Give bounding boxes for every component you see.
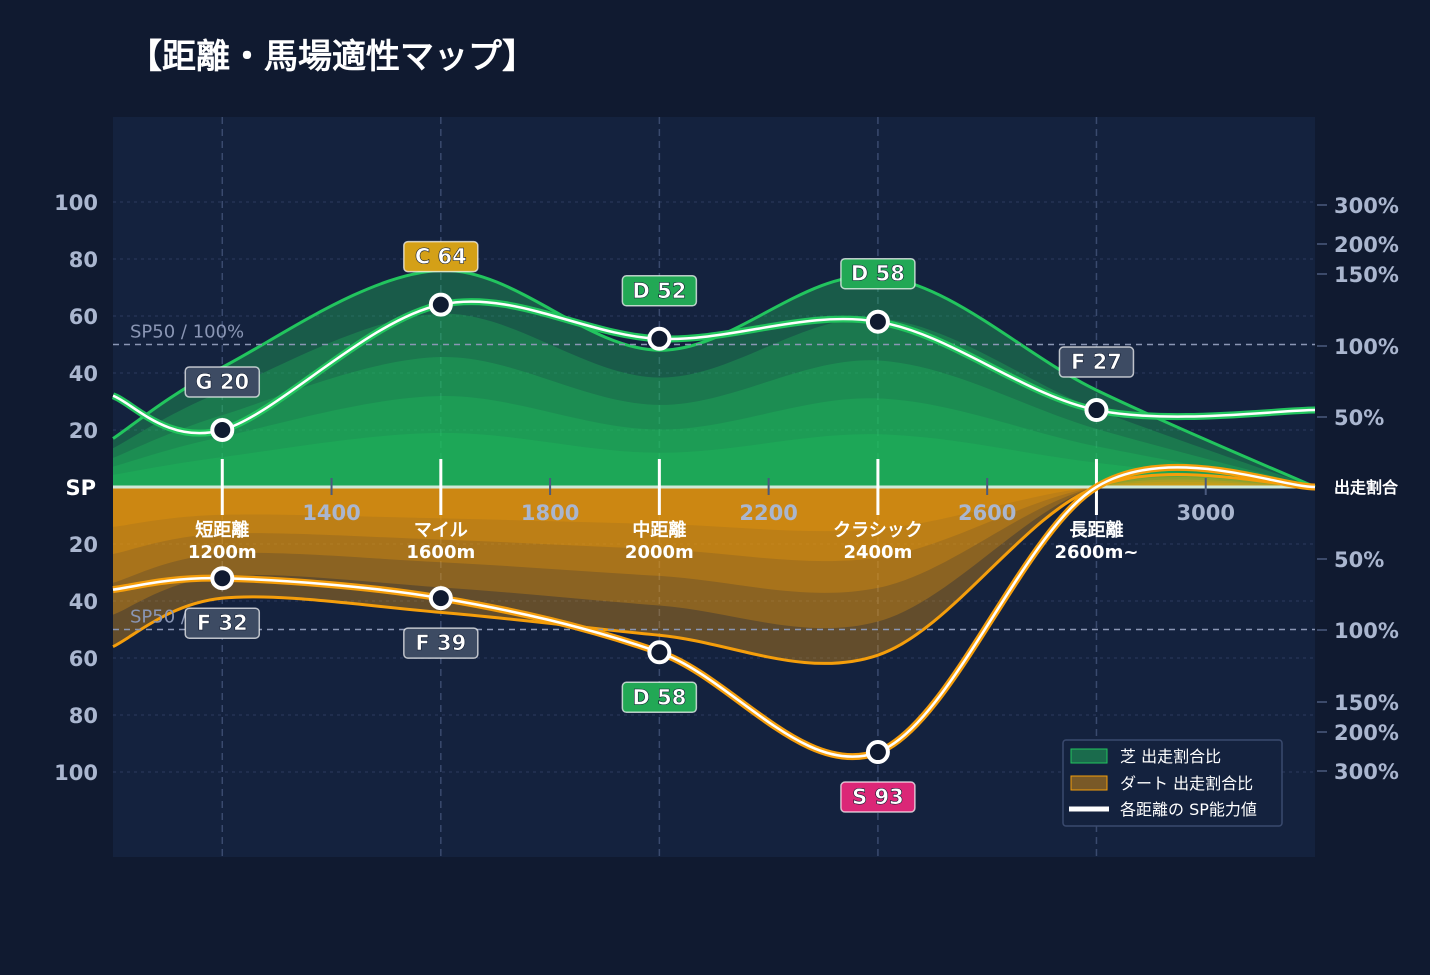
dirt-sp-line [112,466,1316,758]
legend-label: 各距離の SP能力値 [1120,800,1257,819]
left-axis-tick: 100 [54,191,98,215]
dirt-area-layer [113,483,1315,532]
grade-badge-label: G 20 [195,370,249,394]
legend-label: ダート 出走割合比 [1120,774,1253,793]
right-axis-tick: 100% [1334,619,1399,643]
right-axis-tick: 300% [1334,760,1399,784]
grade-badge [1058,346,1135,378]
turf-area-layer [113,432,1315,487]
dirt-area-layer [113,474,1315,664]
left-axis-tick: 80 [69,248,98,272]
grade-badge [184,366,261,398]
left-axis-tick: 20 [69,419,98,443]
left-axis-tick: 20 [69,533,98,557]
category-distance: 2000m [625,542,694,563]
x-tick-label: 1400 [302,501,360,525]
grade-badge-label: S 93 [852,785,904,809]
category-distance: 2600m~ [1054,542,1138,563]
right-axis-center-label: 出走割合 [1334,478,1399,497]
x-tick-label: 2200 [739,501,797,525]
turf-area-group [112,268,1316,489]
turf-sp-point [1084,398,1109,423]
left-axis-tick: 60 [69,647,98,671]
grade-badges: G 20 C 64 D 52 D 58 F 27 F 32 F 39 D 58 S 93 [184,240,1135,813]
category-distance: 2400m [843,542,912,563]
turf-area-layer [113,270,1315,487]
dirt-sp-point [428,586,453,611]
chart-title: 【距離・馬場適性マップ】 [128,37,536,77]
right-axis-tick: 150% [1334,691,1399,715]
dirt-area-layer [113,479,1315,593]
turf-sp-point [865,309,890,334]
left-axis-tick: 40 [69,590,98,614]
category-label: クラシック [833,520,923,541]
category-label: 中距離 [632,519,686,541]
right-axis-tick: 50% [1334,406,1384,430]
legend-swatch-turf [1070,748,1108,764]
x-tick-label: 2600 [958,501,1016,525]
dirt-sp-point [647,640,672,665]
left-axis-tick: 60 [69,305,98,329]
category-label: 短距離 [195,519,249,541]
category-distance: 1200m [188,542,257,563]
turf-area-layer [113,395,1315,487]
turf-sp-point [428,292,453,317]
grade-badge-label: D 52 [632,279,686,303]
grade-badge [840,781,916,813]
right-axis-tick: 50% [1334,548,1384,572]
right-axis-tick: 200% [1334,721,1399,745]
turf-area-layer [113,313,1315,487]
category-label: 長距離 [1069,519,1123,541]
x-tick-label: 1800 [521,501,579,525]
left-axis-tick: 100 [54,761,98,785]
right-axis-tick: 100% [1334,335,1399,359]
left-axis-tick: 80 [69,704,98,728]
grade-badge [621,681,698,714]
dirt-area-layer [113,477,1315,629]
grade-badge [621,275,698,307]
center-axis: 1400 1800 2200 2600 3000短距離1200mマイル1600m中距離2… [113,459,1315,563]
grade-badge [403,627,479,659]
turf-area-layer [113,356,1315,487]
turf-sp-point [210,418,235,442]
dirt-sp-point [865,740,890,765]
right-axis-tick: 150% [1334,263,1399,287]
grade-badge-label: F 27 [1071,350,1122,374]
grade-badge-label: C 64 [415,245,467,269]
dirt-sp-point [210,566,235,591]
left-axis-tick: 40 [69,362,98,386]
left-axis-center-label: SP [65,476,96,500]
x-tick-label: 3000 [1177,501,1235,525]
grade-badge-label: D 58 [632,685,686,709]
grade-badge [184,607,261,639]
legend-label: 芝 出走割合比 [1120,747,1221,766]
grade-badge [840,257,916,290]
category-label: マイル [414,520,468,541]
dirt-area-layer [113,481,1315,562]
right-axis-tick: 300% [1334,194,1399,218]
reference-label: SP50 / 100% [130,322,244,343]
grade-badge-label: F 32 [197,611,248,635]
turf-ratio-line [112,268,1316,489]
grade-badge [403,240,479,273]
category-distance: 1600m [406,542,475,563]
grade-badge-label: D 58 [851,262,905,286]
grade-badge-label: F 39 [415,631,466,655]
dirt-area-group [112,473,1316,665]
legend-box [1062,739,1283,827]
right-axis-tick: 200% [1334,233,1399,257]
axis-labels: 100 80 60 40 20 20 40 60 80 100 SP 300% 200% 150% 100%… [54,191,1399,785]
legend-swatch-dirt [1070,775,1108,791]
turf-sp-point [647,326,672,351]
